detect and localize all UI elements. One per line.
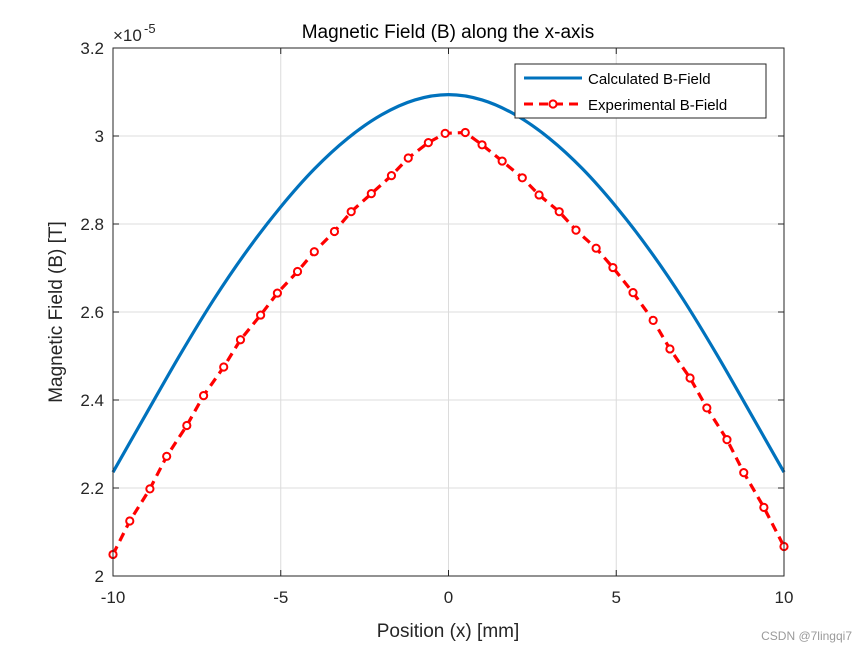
x-tick-label: 0 [444, 588, 453, 607]
x-tick-label: 10 [775, 588, 794, 607]
y-tick-label: 2.4 [80, 391, 104, 410]
series-line-calculated [111, 93, 786, 473]
experimental-point [272, 288, 282, 298]
experimental-point [256, 310, 266, 320]
x-axis-title: Position (x) [mm] [377, 621, 520, 642]
experimental-point [182, 420, 192, 431]
y-tick-label: 2.8 [80, 215, 104, 234]
y-tick-label: 2.2 [80, 479, 104, 498]
experimental-point [477, 140, 487, 150]
exponent-base: ×10 [113, 26, 142, 45]
exponent-power: -5 [144, 21, 156, 36]
y-tick-label: 3.2 [80, 39, 104, 58]
experimental-point [346, 207, 356, 217]
experimental-point [366, 189, 376, 199]
experimental-point [534, 190, 544, 200]
experimental-point [759, 502, 769, 512]
y-axis-title: Magnetic Field (B) [T] [46, 221, 67, 403]
experimental-point [145, 484, 155, 494]
y-tick-label: 2.6 [80, 303, 104, 322]
chart-title: Magnetic Field (B) along the x-axis [302, 22, 595, 43]
experimental-point [739, 468, 749, 478]
legend-box [514, 63, 767, 119]
experimental-point [722, 435, 732, 445]
experimental-point [648, 315, 658, 325]
legend-marker-experimental [548, 99, 558, 109]
x-tick-label: -10 [101, 588, 126, 607]
series-layer [108, 93, 789, 560]
experimental-point [198, 391, 209, 401]
experimental-point [386, 171, 397, 181]
experimental-point [665, 344, 675, 354]
experimental-point [591, 243, 601, 253]
exponent-label: ×10 -5 [113, 21, 156, 45]
experimental-point [403, 153, 413, 163]
experimental-point [685, 373, 695, 383]
experimental-point [608, 262, 618, 273]
experimental-point [329, 226, 340, 237]
watermark: CSDN @7lingqi7 [761, 629, 852, 643]
experimental-point [440, 128, 450, 138]
experimental-point [571, 225, 581, 235]
experimental-point [423, 138, 433, 148]
x-tick-label: 5 [612, 588, 621, 607]
legend: Calculated B-Field Experimental B-Field [514, 63, 767, 119]
experimental-point [292, 266, 303, 277]
experimental-point [125, 516, 135, 526]
experimental-point [628, 288, 638, 298]
experimental-point [497, 156, 507, 166]
experimental-point [517, 173, 527, 183]
experimental-point [460, 127, 470, 138]
experimental-point [219, 362, 229, 372]
y-tick-label: 2 [95, 567, 104, 586]
y-tick-label: 3 [95, 127, 104, 146]
experimental-point [702, 403, 712, 413]
experimental-point [235, 335, 246, 345]
experimental-point [554, 207, 564, 217]
ticks: -10 -5 0 5 10 2 2.2 2.4 2.6 2.8 3 3.2 [80, 39, 793, 607]
legend-label-experimental: Experimental B-Field [588, 97, 727, 114]
experimental-point [162, 451, 172, 461]
x-tick-label: -5 [273, 588, 288, 607]
experimental-point [309, 247, 319, 257]
legend-label-calculated: Calculated B-Field [588, 71, 711, 88]
